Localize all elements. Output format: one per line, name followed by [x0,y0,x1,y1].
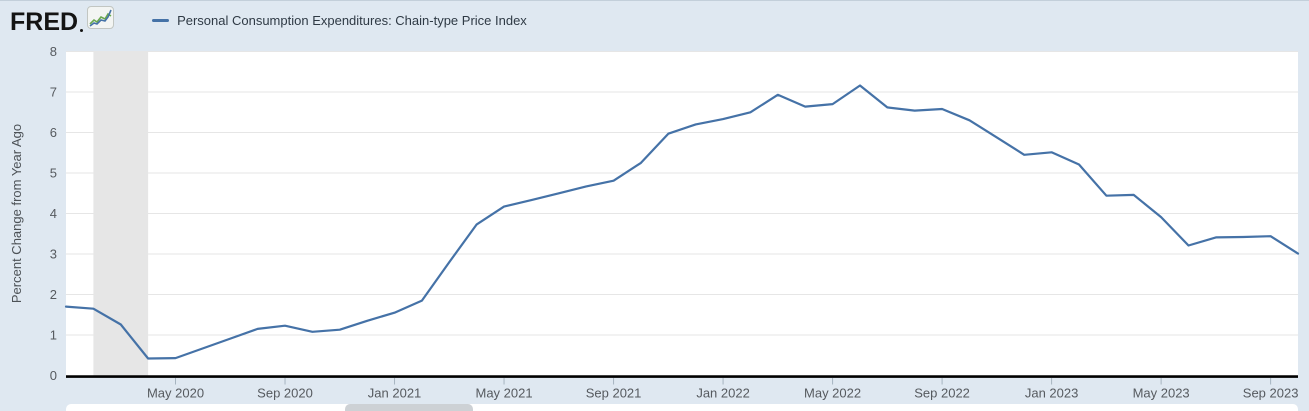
y-tick-label: 7 [50,85,57,100]
legend-line-swatch [152,18,170,22]
y-tick-label: 1 [50,328,57,343]
x-tick-label: Sep 2022 [914,386,970,401]
y-tick-label: 0 [50,368,57,383]
fred-sparkline-icon [87,6,115,34]
y-tick-label: 8 [50,44,57,59]
legend-item[interactable]: Personal Consumption Expenditures: Chain… [152,13,527,28]
x-tick-label: Jan 2023 [1025,386,1079,401]
x-tick-label: Jan 2022 [696,386,750,401]
y-axis-title: Percent Change from Year Ago [9,124,24,303]
x-tick-label: Jan 2021 [368,386,422,401]
chart-header: FRED Personal Consumption Expenditures: … [0,1,527,39]
date-range-scrollbar-thumb[interactable] [345,404,473,411]
fred-logo-text: FRED [10,8,79,36]
y-tick-label: 2 [50,287,57,302]
y-tick-label: 3 [50,247,57,262]
date-range-scrollbar[interactable] [66,404,1298,411]
y-tick-label: 5 [50,166,57,181]
x-tick-label: May 2020 [147,386,204,401]
x-tick-label: May 2023 [1133,386,1190,401]
trademark-dot [80,29,84,32]
pce-series-line [64,84,1300,360]
x-tick-label: Sep 2021 [586,386,642,401]
fred-logo-link[interactable]: FRED [10,6,115,36]
x-tick-label: Sep 2020 [257,386,313,401]
legend-series-label: Personal Consumption Expenditures: Chain… [177,12,527,28]
y-tick-label: 4 [50,206,57,221]
x-tick-label: Sep 2023 [1243,386,1299,401]
x-tick-label: May 2021 [475,386,532,401]
y-tick-label: 6 [50,125,57,140]
x-tick-label: May 2022 [804,386,861,401]
